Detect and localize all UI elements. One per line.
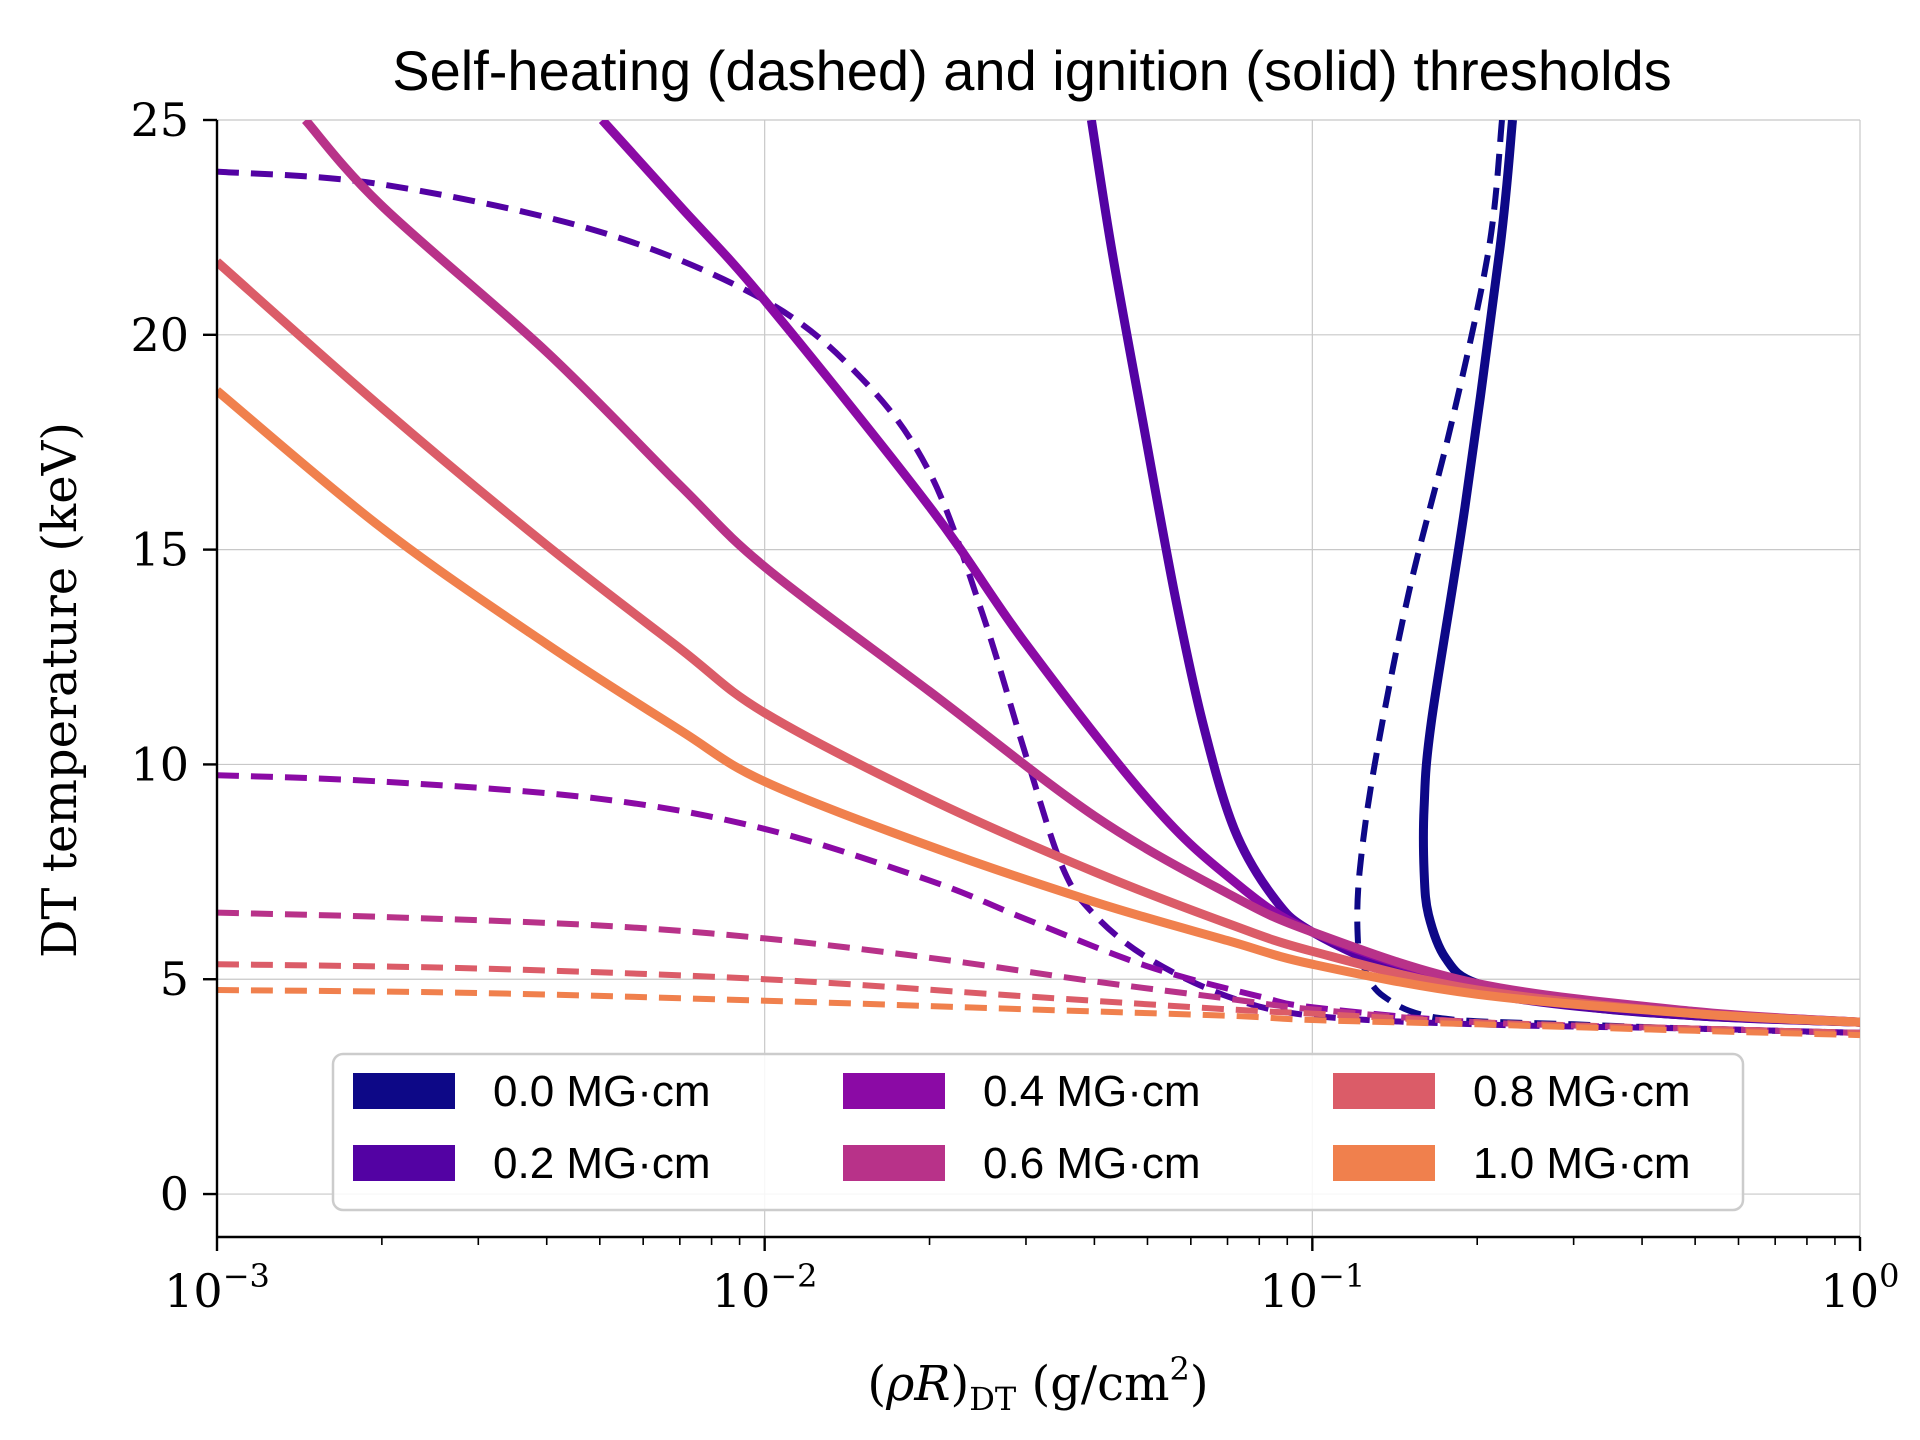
y-tick-label: 15 <box>130 523 189 577</box>
self-heating-curve-3 <box>217 909 1860 1036</box>
self-heating-curve-0 <box>1354 120 1860 1036</box>
legend-label: 0.6 MG·cm <box>983 1139 1201 1188</box>
legend-swatch <box>843 1145 945 1181</box>
series-curves <box>217 120 1860 1039</box>
ignition-curve-4 <box>217 258 1860 1027</box>
chart-title: Self-heating (dashed) and ignition (soli… <box>392 39 1671 102</box>
y-tick-label: 5 <box>160 952 189 1006</box>
x-ticks: 10−3 10−2 10−1 100 <box>164 1237 1899 1318</box>
legend-swatch <box>1333 1145 1435 1181</box>
legend-label: 0.4 MG·cm <box>983 1067 1201 1116</box>
y-tick-label: 25 <box>130 93 189 147</box>
x-tick-label: 10−3 <box>164 1257 270 1318</box>
legend-label: 0.8 MG·cm <box>1473 1067 1691 1116</box>
x-minor-ticks <box>381 1237 1836 1245</box>
legend-swatch <box>353 1145 455 1181</box>
self-heating-curve-5 <box>217 987 1860 1039</box>
y-axis-label: DT temperature (keV) <box>32 422 88 958</box>
y-tick-label: 0 <box>160 1167 189 1221</box>
x-tick-label: 10−2 <box>712 1257 818 1318</box>
legend-label: 0.0 MG·cm <box>493 1067 711 1116</box>
self-heating-curve-4 <box>217 961 1860 1036</box>
legend-swatch <box>843 1073 945 1109</box>
x-tick-label: 10−1 <box>1259 1257 1365 1318</box>
self-heating-curve-1 <box>217 168 1860 1036</box>
legend-swatch <box>353 1073 455 1109</box>
legend: 0.0 MG·cm 0.2 MG·cm 0.4 MG·cm 0.6 MG·cm 0.8 … <box>331 1052 1745 1212</box>
legend-label: 0.2 MG·cm <box>493 1139 711 1188</box>
axes-spines <box>215 120 1860 1239</box>
legend-label: 1.0 MG·cm <box>1473 1139 1691 1188</box>
self-heating-curve-2 <box>217 772 1860 1036</box>
y-ticks: 0 5 10 15 20 25 <box>130 93 217 1221</box>
ignition-curve-5 <box>217 387 1860 1027</box>
ignition-curve-3 <box>302 120 1860 1027</box>
y-tick-label: 20 <box>130 308 189 362</box>
ignition-curve-2 <box>598 120 1860 1027</box>
legend-swatch <box>1333 1073 1435 1109</box>
y-tick-label: 10 <box>130 737 189 791</box>
x-axis-label: (ρR)DT (g/cm2) <box>867 1350 1208 1418</box>
x-tick-label: 100 <box>1821 1257 1900 1318</box>
